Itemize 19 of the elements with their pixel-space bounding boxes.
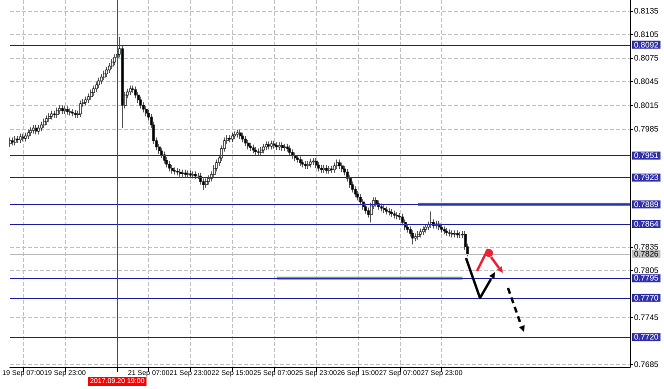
y-tick-label: 0.7685 — [634, 360, 660, 370]
y-tick-label: 0.8015 — [634, 100, 660, 110]
ref-line-label: 0.8092 — [634, 40, 660, 50]
ref-line-label: 0.7720 — [634, 332, 660, 342]
y-tick-label: 0.7835 — [634, 242, 660, 252]
y-tick-label: 0.8135 — [634, 6, 660, 16]
ref-line-label: 0.7951 — [634, 151, 660, 160]
y-tick-label: 0.7805 — [634, 266, 660, 275]
ref-line-label: 0.7864 — [634, 219, 660, 228]
y-tick-label: 0.8045 — [634, 77, 660, 86]
y-tick-label: 0.8105 — [634, 30, 660, 40]
y-tick-label: 0.7985 — [634, 124, 660, 134]
ref-line-label: 0.7795 — [634, 274, 660, 283]
y-tick-label: 0.7745 — [634, 312, 660, 322]
ref-line-label: 0.7923 — [634, 173, 660, 182]
y-tick-label: 0.8075 — [634, 54, 660, 63]
ref-line-label: 0.7826 — [634, 249, 660, 258]
ref-line-label: 0.7889 — [634, 200, 660, 209]
ref-line-label: 0.7770 — [634, 293, 660, 302]
